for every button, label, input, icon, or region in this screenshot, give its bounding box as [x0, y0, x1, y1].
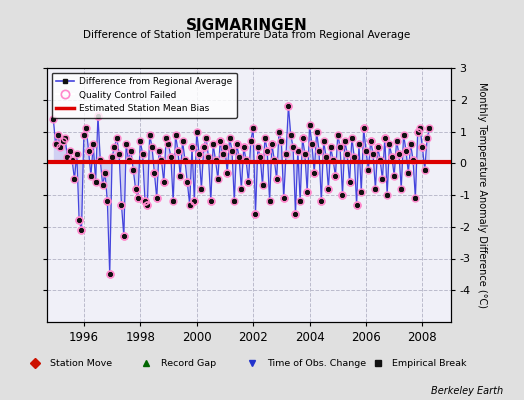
Text: Station Move: Station Move	[50, 358, 112, 368]
Text: Record Gap: Record Gap	[161, 358, 216, 368]
Y-axis label: Monthly Temperature Anomaly Difference (°C): Monthly Temperature Anomaly Difference (…	[477, 82, 487, 308]
Text: Berkeley Earth: Berkeley Earth	[431, 386, 503, 396]
Text: SIGMARINGEN: SIGMARINGEN	[185, 18, 307, 33]
Legend: Difference from Regional Average, Quality Control Failed, Estimated Station Mean: Difference from Regional Average, Qualit…	[52, 72, 236, 118]
Text: Time of Obs. Change: Time of Obs. Change	[267, 358, 366, 368]
Text: Empirical Break: Empirical Break	[392, 358, 467, 368]
Text: Difference of Station Temperature Data from Regional Average: Difference of Station Temperature Data f…	[83, 30, 410, 40]
